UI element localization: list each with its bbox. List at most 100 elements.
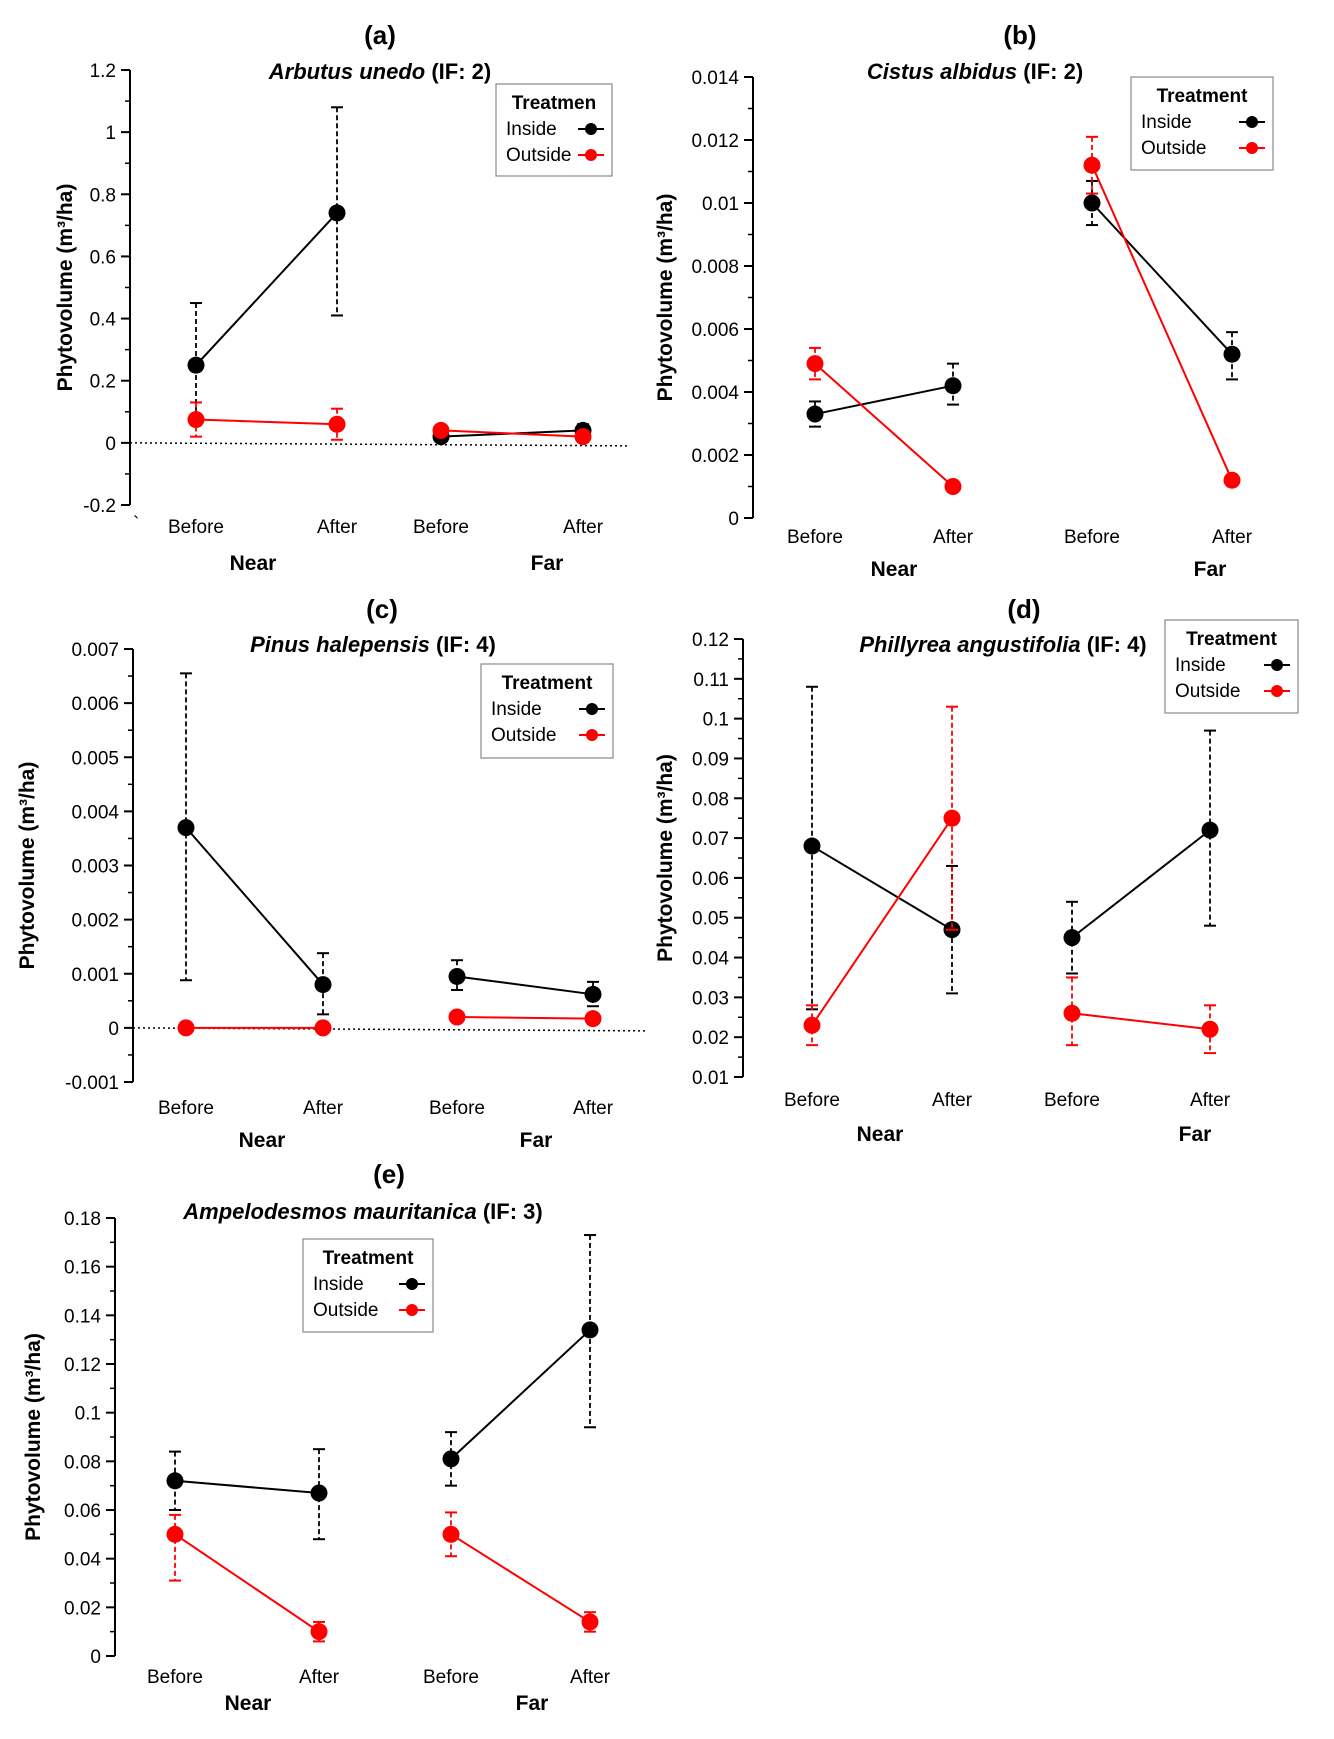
zero-reference-line	[129, 442, 629, 447]
legend: Treatment Inside Outside	[480, 663, 614, 759]
data-point	[803, 837, 821, 855]
series-line	[814, 362, 954, 488]
data-point	[328, 415, 346, 433]
legend-title: Treatment	[1157, 86, 1248, 107]
x-category-label: After	[570, 1667, 611, 1688]
legend-swatch-marker	[406, 1278, 418, 1290]
chart-title: Cistus albidus (IF: 2)	[867, 59, 1083, 84]
y-tick-label: 0.014	[691, 68, 739, 89]
series-line	[174, 1479, 320, 1494]
chart-title: Pinus halepensis (IF: 4)	[250, 632, 496, 657]
legend-entry-label: Inside	[506, 119, 557, 140]
legend-swatch-marker	[585, 123, 597, 135]
legend-swatch-marker	[406, 1304, 418, 1316]
data-point	[314, 976, 332, 994]
legend-title: Treatment	[1186, 629, 1277, 650]
y-tick-label: 1.2	[90, 61, 116, 82]
species-name: Cistus albidus	[867, 59, 1017, 84]
y-tick-label: 0.18	[64, 1209, 101, 1230]
data-point	[328, 204, 346, 222]
x-category-label: Before	[429, 1098, 485, 1119]
data-point	[1223, 471, 1241, 489]
series-outside	[166, 1511, 599, 1643]
y-tick-label: 0	[90, 1647, 101, 1668]
chart-panel-4: (d) Phillyrea angustifolia (IF: 4) 0.01 0.0…	[654, 594, 1299, 1146]
y-tick-label: 0.1	[703, 710, 729, 731]
y-tick-label: 0	[728, 509, 739, 530]
legend-swatch-marker	[1246, 116, 1258, 128]
title-suffix: (IF: 3)	[477, 1199, 543, 1224]
y-tick-label: 0.8	[90, 185, 116, 206]
title-suffix: (IF: 4)	[430, 632, 496, 657]
legend-title: Treatmen	[512, 93, 596, 114]
legend: Treatment Inside Outside	[1164, 619, 1299, 714]
data-point	[177, 819, 195, 837]
y-tick-label: 0.6	[90, 247, 116, 268]
x-category-label: Before	[168, 517, 224, 538]
x-group-label: Near	[871, 558, 918, 581]
species-name: Arbutus unedo	[268, 59, 425, 84]
x-group-label: Near	[225, 1692, 272, 1715]
x-category-label: Before	[147, 1667, 203, 1688]
series-outside	[187, 401, 592, 446]
legend-swatch-marker	[586, 729, 598, 741]
data-point	[1223, 345, 1241, 363]
stray-mark: `	[133, 514, 139, 535]
data-point	[944, 377, 962, 395]
series-line	[1091, 202, 1233, 355]
x-category-label: Before	[413, 517, 469, 538]
x-category-label: After	[1212, 527, 1253, 548]
x-group-label: Near	[857, 1123, 904, 1146]
legend-entry-label: Inside	[313, 1274, 364, 1295]
x-group-label: Far	[1179, 1123, 1212, 1146]
legend-entry-label: Inside	[1175, 655, 1226, 676]
legend-entry-label: Inside	[1141, 112, 1192, 133]
y-tick-label: 0.004	[71, 802, 119, 823]
y-tick-label: 0.002	[691, 446, 739, 467]
series-line	[456, 975, 594, 996]
series-line	[1091, 164, 1233, 481]
y-tick-label: 0.14	[64, 1306, 101, 1327]
series-line	[1071, 1012, 1211, 1031]
data-point	[1201, 821, 1219, 839]
y-tick-label: 0.007	[71, 640, 119, 661]
data-point	[166, 1525, 184, 1543]
x-category-label: Before	[787, 527, 843, 548]
y-tick-label: 0.09	[692, 749, 729, 770]
x-category-label: After	[1190, 1090, 1231, 1111]
chart-panel-1: (a) Arbutus unedo (IF: 2) -0.2 0 0.2 0.4 0.6 0.…	[54, 20, 629, 575]
chart-panel-2: (b) Cistus albidus (IF: 2) 0 0.002 0.004 0.00…	[654, 20, 1274, 581]
legend-swatch-marker	[1271, 659, 1283, 671]
y-tick-label: 0.06	[64, 1501, 101, 1522]
y-tick-label: 0	[108, 1019, 119, 1040]
data-point	[187, 356, 205, 374]
panel-label: (e)	[373, 1159, 405, 1189]
legend-swatch-marker	[586, 703, 598, 715]
series-inside	[177, 672, 602, 1016]
series-line	[185, 826, 324, 986]
x-category-label: Before	[1064, 527, 1120, 548]
x-category-label: After	[573, 1098, 614, 1119]
y-tick-label: 1	[105, 123, 116, 144]
legend-title: Treatment	[323, 1248, 414, 1269]
data-point	[1201, 1020, 1219, 1038]
x-category-label: After	[563, 517, 604, 538]
y-tick-label: 0.11	[693, 670, 729, 691]
data-point	[944, 478, 962, 495]
x-group-label: Far	[516, 1692, 549, 1715]
series-line	[814, 384, 954, 416]
y-tick-label: 0	[105, 434, 116, 455]
legend-title: Treatment	[502, 673, 593, 694]
y-tick-label: 0.05	[692, 909, 729, 930]
series-line	[450, 1329, 591, 1460]
x-group-label: Far	[520, 1129, 553, 1152]
chart-title: Ampelodesmos mauritanica (IF: 3)	[182, 1199, 542, 1224]
y-axis-label: Phytovolume (m³/ha)	[54, 184, 77, 392]
y-tick-label: 0.02	[692, 1028, 729, 1049]
data-point	[584, 1010, 602, 1028]
series-line	[440, 429, 584, 438]
x-category-label: After	[299, 1667, 340, 1688]
legend-entry-label: Outside	[1141, 138, 1206, 159]
title-suffix: (IF: 2)	[1017, 59, 1083, 84]
y-tick-label: -0.001	[65, 1073, 119, 1094]
